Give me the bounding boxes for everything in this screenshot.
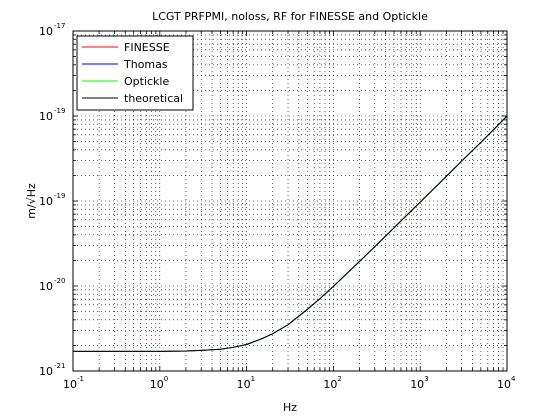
legend-entries: FINESSE Thomas Optickle theoretical [82,41,183,105]
x-tick-label: 10 2 [323,375,341,391]
y-tick-label: 10 -20 [39,277,65,293]
legend-entry: Optickle [82,75,169,88]
y-tick-base: 10 [39,280,53,293]
x-tick-label: 10 3 [410,375,428,391]
x-tick-base: 10 [410,378,424,391]
legend-entry: Thomas [82,58,168,71]
y-tick-label: 10 -21 [39,362,65,378]
x-axis-label: Hz [283,401,297,414]
legend-label: FINESSE [124,41,170,54]
legend-label: Thomas [123,58,168,71]
x-tick-label: 10 -1 [63,375,84,391]
y-tick-base: 10 [39,365,53,378]
x-tick-label: 10 1 [237,375,255,391]
x-tick-exponent: 0 [164,375,168,383]
y-axis-label: m/√Hz [25,183,38,219]
y-tick-base: 10 [39,110,53,123]
series-line-theoretical [73,115,508,352]
y-tick-exponent: -20 [54,277,65,285]
x-tick-exponent: 1 [251,375,255,383]
x-tick-label: 10 4 [497,375,516,391]
y-tick-exponent: -21 [54,362,65,370]
y-tick-label: 10 -17 [39,22,65,38]
x-tick-exponent: -1 [77,375,84,383]
y-tick-exponent: -17 [54,22,65,30]
x-tick-exponent: 4 [511,375,516,383]
y-tick-label: 10 -19 [39,192,65,208]
ticks [72,31,507,372]
x-tick-base: 10 [237,378,251,391]
legend-entry: theoretical [82,92,183,105]
y-tick-label: 10 -19 [39,107,65,123]
x-tick-base: 10 [497,378,511,391]
x-tick-labels: 10 -1 10 0 10 1 10 2 10 3 10 4 [63,375,516,391]
y-tick-exponent: -19 [54,107,65,115]
y-tick-exponent: -19 [54,192,65,200]
x-tick-base: 10 [150,378,164,391]
x-tick-base: 10 [63,378,77,391]
y-tick-base: 10 [39,195,53,208]
series-lines [73,115,508,352]
y-tick-base: 10 [39,25,53,38]
x-tick-exponent: 3 [424,375,428,383]
legend: FINESSE Thomas Optickle theoretical [76,35,194,111]
x-tick-base: 10 [323,378,337,391]
x-tick-exponent: 2 [337,375,341,383]
x-tick-label: 10 0 [150,375,168,391]
legend-label: Optickle [124,75,169,88]
legend-label: theoretical [124,92,183,105]
legend-entry: FINESSE [82,41,170,54]
chart-title: LCGT PRFPMI, noloss, RF for FINESSE and … [152,10,428,23]
